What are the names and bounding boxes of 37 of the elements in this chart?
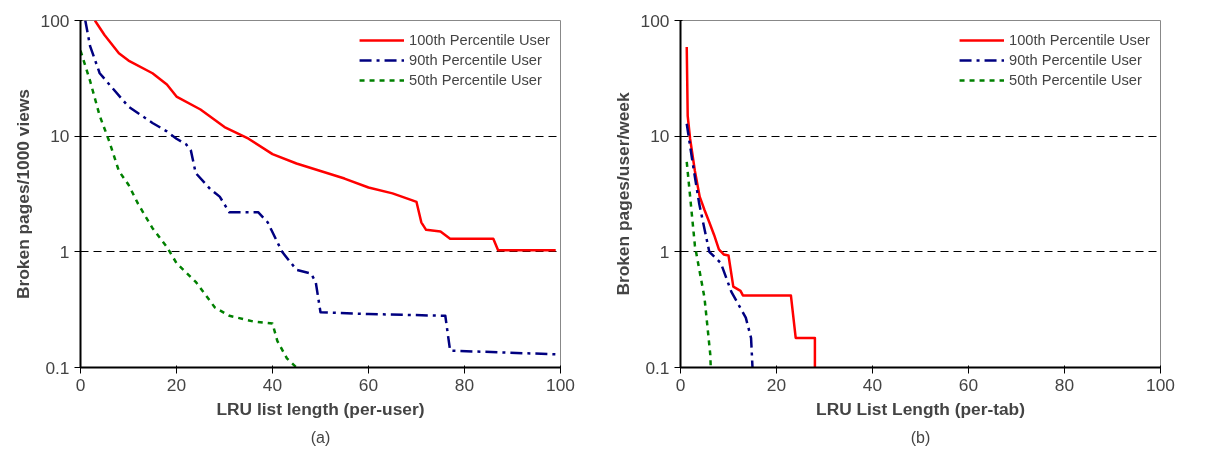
x-tick-label: 0 [75, 374, 86, 395]
legend-label: 100th Percentile User [409, 32, 550, 48]
y-tick-label: 1 [659, 241, 670, 262]
line-series [685, 160, 712, 368]
y-tick-label: 10 [50, 126, 70, 147]
line-series [93, 20, 557, 252]
y-tick-label: 0.1 [645, 357, 670, 378]
y-tick-label: 1 [59, 241, 70, 262]
x-tick-label: 100 [1146, 374, 1175, 395]
y-tick-label: 10 [650, 126, 670, 147]
y-tick-label: 100 [40, 10, 70, 31]
x-tick-label: 40 [862, 374, 883, 395]
legend-label: 100th Percentile User [1009, 32, 1150, 48]
line-series [84, 20, 557, 356]
x-tick-label: 100 [546, 374, 575, 395]
legend-label: 50th Percentile User [1009, 72, 1142, 88]
text: (a) [310, 428, 331, 446]
x-tick-label: 20 [166, 374, 187, 395]
y-tick-label: 0.1 [45, 357, 70, 378]
line-series [685, 122, 754, 368]
x-tick-label: 20 [766, 374, 787, 395]
x-tick-label: 80 [454, 374, 475, 395]
x-tick-label: 0 [675, 374, 686, 395]
legend-label: 90th Percentile User [409, 52, 542, 68]
y-axis-title: Broken pages/1000 views [12, 89, 33, 299]
x-tick-label: 40 [262, 374, 283, 395]
x-axis-title: LRU List Length (per-tab) [816, 398, 1025, 419]
x-tick-label: 60 [958, 374, 979, 395]
legend-label: 50th Percentile User [409, 72, 542, 88]
y-tick-label: 100 [640, 10, 670, 31]
line-series [685, 45, 817, 368]
legend-label: 90th Percentile User [1009, 52, 1142, 68]
x-tick-label: 80 [1054, 374, 1075, 395]
y-axis-title: Broken pages/user/week [612, 92, 633, 296]
x-tick-label: 60 [358, 374, 379, 395]
x-axis-title: LRU list length (per-user) [216, 398, 425, 419]
text: (b) [910, 428, 931, 446]
